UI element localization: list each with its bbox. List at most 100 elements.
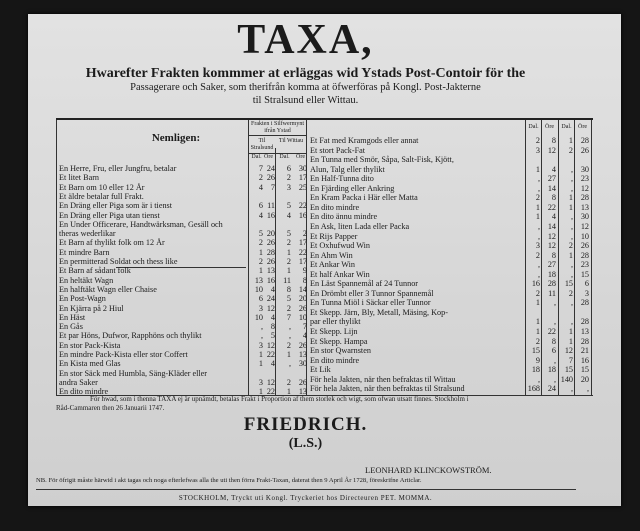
subtitle-line-1: Hwarefter Frakten kommmer at erläggas wi… (85, 66, 526, 81)
nb-note: NB. För öfrigit måste härwid i akt tagas… (36, 477, 422, 484)
item-label: En dito mindre (310, 202, 360, 212)
fare-value: 7 (568, 355, 573, 365)
fare-value: 21 (580, 346, 589, 356)
item-label: andra Saker (59, 377, 98, 387)
item-label: Et half Ankar Win (310, 269, 370, 279)
fare-value: 30 (298, 164, 307, 173)
fare-value: 18 (547, 365, 556, 375)
footnote-line-2: Råd-Cammaren then 26 Januarii 1747. (56, 404, 165, 412)
wittau-heading: Til Wittau (278, 138, 304, 144)
fare-value: 20 (266, 229, 275, 239)
fare-value: , (586, 384, 589, 394)
fare-value: 4 (286, 210, 291, 220)
fare-value: 24 (266, 164, 275, 173)
fare-value: 2 (286, 340, 291, 350)
fare-value: , (288, 322, 291, 332)
item-label: En permitterad Soldat och thess like (59, 257, 178, 266)
item-label: En Tunna Miöl i Säckar eller Tunnor (310, 298, 431, 308)
item-label: Et äldre betalar full Frakt. (59, 191, 144, 201)
item-label: Et stort Pack-Fat (310, 145, 366, 155)
item-label: Et Barn om 10 eller 12 År (59, 182, 145, 192)
fare-value: 2 (258, 238, 263, 248)
fare-value: 16 (298, 210, 307, 220)
footnote-line-1: För hwad, som i thenna TAXA ej är upnämd… (90, 395, 469, 403)
fare-value: 23 (580, 174, 589, 184)
fare-value: 1 (568, 136, 573, 145)
fare-value: , (570, 317, 573, 327)
item-label: En Ahm Win (310, 250, 353, 260)
fare-value: 15 (580, 365, 589, 375)
fare-value: 26 (266, 257, 275, 266)
freight-table: Nemligen: Frakten i Silfwermynt ifrån Ys… (56, 118, 593, 396)
item-label: En stor Pack-Kista (59, 340, 121, 350)
fare-value: 16 (266, 210, 275, 220)
fare-value: 4 (258, 210, 263, 220)
fare-value: , (537, 269, 540, 279)
fare-value: 13 (298, 350, 307, 359)
fare-value: 12 (266, 340, 275, 350)
fare-value: , (537, 374, 540, 384)
fare-value: 7 (286, 312, 291, 322)
item-label: En Post-Wagn (59, 294, 106, 304)
fare-value: 8 (302, 275, 307, 285)
fare-value: 7 (270, 182, 275, 192)
fare-value: 8 (270, 322, 275, 332)
fare-value: , (537, 221, 540, 231)
fare-value: 2 (535, 250, 540, 260)
fare-value: 18 (547, 269, 556, 279)
fare-value: 14 (547, 221, 556, 231)
fare-value: 8 (551, 250, 556, 260)
fare-value: , (553, 355, 556, 365)
fare-value: 6 (286, 164, 291, 173)
fare-value: 1 (286, 350, 291, 359)
item-label: En dito ännu mindre (310, 212, 378, 222)
fare-value: 1 (535, 164, 540, 174)
item-label: En Kjärra på 2 Hiul (59, 303, 124, 313)
document-title: TAXA, (237, 17, 374, 63)
fare-value: 13 (298, 387, 307, 397)
fare-value: 10 (254, 284, 263, 294)
stralsund-heading: Til Stralsund (250, 138, 274, 151)
fare-value: 11 (283, 275, 291, 285)
fare-value: 3 (258, 377, 263, 387)
fare-value: 2 (286, 377, 291, 387)
fare-value: 1 (535, 202, 540, 212)
fare-value: 1 (535, 317, 540, 327)
fare-value: 22 (266, 350, 275, 359)
fare-value: 30 (580, 212, 589, 222)
item-label: En dito mindre (310, 355, 360, 365)
fare-value: , (570, 298, 573, 308)
fare-value: 2 (568, 241, 573, 251)
item-label: För hela Jakten, när then befraktas til … (310, 384, 465, 394)
fare-value: 3 (535, 241, 540, 251)
fare-value: , (570, 260, 573, 270)
item-label: En stor Qwarnsten (310, 346, 371, 356)
fare-value: 2 (535, 336, 540, 346)
fare-value: 1 (535, 327, 540, 336)
dal-header: Dal. (528, 124, 539, 130)
item-label: En Läst Spannemål af 24 Tunnor (310, 279, 419, 289)
fare-value: 4 (551, 164, 556, 174)
item-label: En stor Säck med Humbla, Säng-Kläder ell… (59, 368, 208, 378)
fare-value: 2 (258, 173, 263, 183)
item-label: En Kram Packa i Här eller Matta (310, 193, 418, 203)
item-label: En halftäkt Wagn eller Chaise (59, 284, 157, 294)
fare-value: 13 (254, 275, 263, 285)
fare-value: 1 (286, 247, 291, 257)
fare-value: 25 (298, 182, 307, 192)
subtitle-line-3: til Stralsund eller Wittau. (252, 95, 359, 106)
subtitle-line-2: Passagerare och Saker, som therifrån kom… (130, 82, 481, 93)
fare-value: 1 (258, 350, 263, 359)
item-label: En Under Officerare, Handtwärksman, Gesä… (59, 219, 223, 229)
fare-value: 2 (302, 229, 307, 239)
freight-heading: Frakten i Silfwermynt ifrån Ystad (251, 121, 304, 134)
fare-value: 22 (266, 387, 275, 397)
fare-value: 28 (547, 279, 556, 289)
item-label: En Fjärding eller Ankring (310, 183, 395, 193)
fare-value: , (537, 183, 540, 193)
fare-value: 28 (580, 136, 589, 145)
fare-value: 12 (580, 221, 589, 231)
item-label: par eller thylikt (310, 317, 361, 327)
fare-value: 28 (580, 298, 589, 308)
fare-value: 16 (531, 279, 540, 289)
